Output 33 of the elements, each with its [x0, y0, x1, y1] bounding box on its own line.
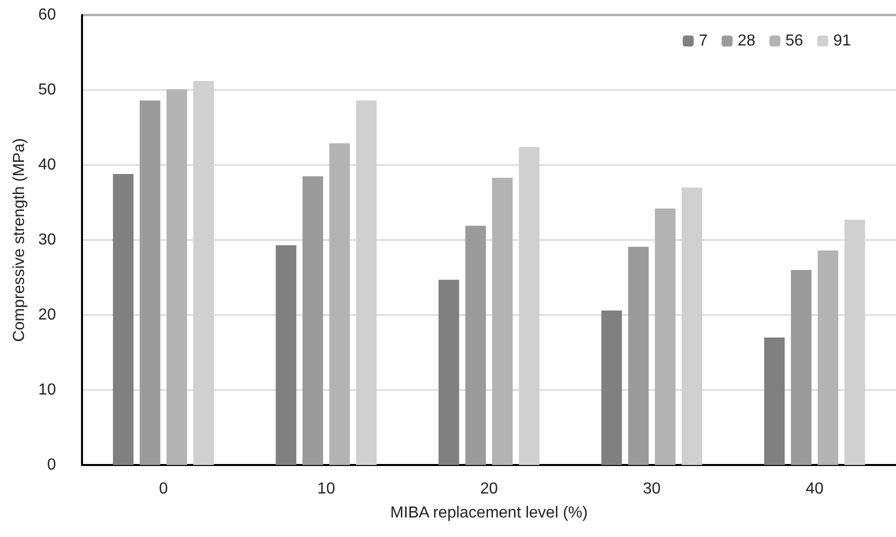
y-tick-label: 20	[38, 306, 56, 324]
bar	[790, 270, 812, 465]
x-axis-title: MIBA replacement level (%)	[390, 504, 588, 522]
bar	[628, 246, 649, 465]
y-tick-label: 50	[38, 82, 56, 98]
bar	[140, 100, 160, 465]
x-tick-label: 0	[158, 480, 168, 498]
bar	[465, 226, 486, 465]
y-tick-label: 10	[38, 382, 56, 398]
bar	[492, 178, 513, 465]
x-tick-label: 10	[317, 480, 336, 498]
bar	[601, 310, 622, 465]
legend-label: 56	[785, 32, 804, 50]
y-tick-label: 30	[38, 232, 56, 248]
y-tick-label: 40	[38, 156, 56, 174]
bar	[654, 208, 676, 465]
x-tick-label: 30	[642, 480, 661, 498]
y-tick-label: 60	[38, 6, 56, 24]
x-tick-label: 20	[480, 480, 498, 498]
y-tick-label: 0	[47, 456, 56, 474]
bar	[438, 280, 460, 465]
legend-label: 91	[833, 32, 852, 50]
bar	[276, 245, 296, 465]
legend-label: 7	[698, 32, 708, 50]
x-tick-label: 40	[806, 480, 824, 498]
legend-label: 28	[738, 32, 756, 50]
bar	[818, 250, 838, 465]
y-axis-title: Compressive strength (MPa)	[10, 138, 28, 342]
bar	[764, 338, 785, 465]
bar	[329, 143, 350, 465]
bar	[112, 174, 134, 465]
bar	[166, 89, 188, 465]
bar	[302, 176, 324, 465]
